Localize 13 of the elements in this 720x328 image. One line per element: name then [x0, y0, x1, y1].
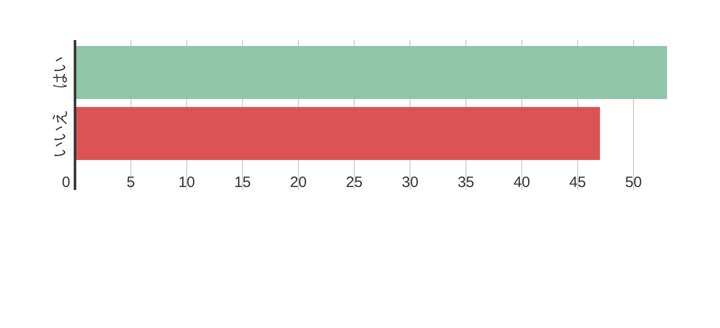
y-tick-label: はい [52, 56, 68, 88]
x-tick-label: 35 [458, 174, 474, 191]
x-tick-label: 15 [234, 174, 251, 191]
x-tick-label: 20 [290, 174, 307, 191]
y-tick-label: いいえ [52, 110, 68, 158]
x-tick-label: 40 [513, 174, 530, 191]
x-tick-label: 5 [126, 174, 136, 191]
x-tick-label: 30 [402, 174, 418, 191]
x-tick-label: 10 [178, 174, 196, 191]
x-tick-label: 50 [625, 174, 642, 191]
x-tick-label: 25 [346, 174, 363, 191]
x-tick-label: 0 [62, 174, 70, 191]
x-tick-label: 45 [569, 174, 586, 191]
